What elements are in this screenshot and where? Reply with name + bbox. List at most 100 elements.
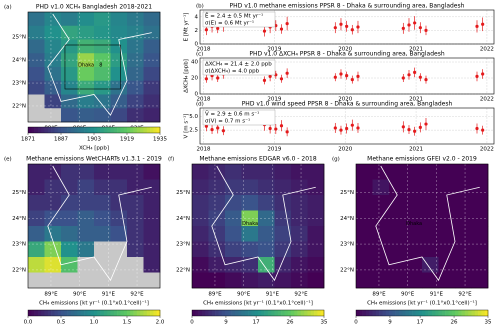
colorbar-tick-label: 1903 bbox=[87, 137, 101, 143]
stats-text: V̄ = 2.9 ± 0.6 m s⁻¹ bbox=[205, 110, 259, 117]
data-point bbox=[345, 126, 349, 131]
colorbar-segment bbox=[451, 310, 456, 316]
panel-label: (f) bbox=[168, 157, 174, 163]
map-cell bbox=[110, 53, 128, 68]
map-cell bbox=[208, 164, 226, 180]
data-point bbox=[285, 71, 289, 75]
colorbar-segment bbox=[103, 310, 108, 316]
map-cell bbox=[208, 226, 226, 242]
map-cell bbox=[94, 195, 111, 211]
map-cell bbox=[241, 226, 259, 242]
map-cell bbox=[291, 226, 308, 242]
x-tick-label: 2022 bbox=[480, 47, 494, 53]
colorbar-segment bbox=[123, 310, 128, 316]
map-cell bbox=[258, 164, 275, 180]
map-cell bbox=[307, 241, 325, 258]
data-point bbox=[339, 128, 343, 132]
map-cell bbox=[28, 241, 45, 258]
map-cell bbox=[208, 272, 226, 289]
map-cell bbox=[192, 179, 209, 196]
colorbar-label: CH₄ emissions [kt yr⁻¹ (0.1°x0.1°cell)⁻¹… bbox=[39, 300, 149, 307]
map-cell bbox=[77, 12, 95, 27]
map-cell bbox=[110, 195, 128, 211]
map-cell bbox=[389, 164, 406, 180]
colorbar-segment bbox=[150, 127, 154, 133]
map-cell bbox=[471, 164, 489, 180]
data-point bbox=[216, 76, 220, 80]
map-cell bbox=[127, 94, 144, 109]
map-cell bbox=[389, 179, 406, 196]
colorbar-segment bbox=[379, 310, 383, 316]
map-cell bbox=[405, 241, 423, 258]
data-point bbox=[413, 21, 417, 25]
map-cell bbox=[258, 210, 275, 227]
colorbar-segment bbox=[140, 310, 144, 316]
map-cell bbox=[61, 12, 78, 27]
colorbar-segment bbox=[201, 310, 206, 316]
map-cell bbox=[28, 80, 45, 95]
colorbar-tick-label: 1871 bbox=[21, 137, 35, 143]
map-cell bbox=[208, 241, 226, 258]
map-cell bbox=[372, 272, 390, 289]
colorbar-segment bbox=[304, 310, 308, 316]
map-cell bbox=[143, 53, 161, 68]
map-cell bbox=[110, 272, 128, 289]
map-cell bbox=[110, 108, 128, 123]
map-cell bbox=[110, 25, 128, 40]
map-cell bbox=[94, 164, 111, 180]
colorbar-segment bbox=[77, 127, 82, 133]
x-tick-label: 2018 bbox=[197, 97, 211, 103]
colorbar-segment bbox=[90, 310, 95, 316]
map-cell bbox=[258, 179, 275, 196]
colorbar-segment bbox=[61, 127, 65, 133]
map-cell bbox=[28, 12, 45, 27]
map-cell bbox=[127, 241, 144, 258]
map-cell bbox=[44, 241, 62, 258]
border-outline bbox=[211, 165, 316, 282]
x-tick-label: 2022 bbox=[480, 97, 494, 103]
map-cell bbox=[127, 80, 144, 95]
colorbar-tick-label: 26 bbox=[287, 320, 294, 326]
data-point bbox=[418, 75, 422, 79]
data-point bbox=[204, 124, 208, 128]
map-cell bbox=[356, 195, 373, 211]
data-point bbox=[418, 125, 422, 129]
colorbar-segment bbox=[64, 310, 68, 316]
map-cell bbox=[127, 164, 144, 180]
map-cell bbox=[192, 195, 209, 211]
map-cell bbox=[274, 195, 292, 211]
map-cell bbox=[143, 25, 161, 40]
colorbar-segment bbox=[405, 310, 410, 316]
map-cell bbox=[389, 226, 406, 242]
map-cell bbox=[28, 94, 45, 109]
y-tick-label: 24°N bbox=[340, 216, 354, 222]
map-cell bbox=[143, 210, 161, 227]
data-point bbox=[333, 75, 337, 79]
map-cell bbox=[110, 257, 128, 273]
colorbar-segment bbox=[418, 310, 423, 316]
map-cell bbox=[77, 94, 95, 109]
colorbar-segment bbox=[156, 310, 161, 316]
colorbar-segment bbox=[133, 127, 138, 133]
colorbar-segment bbox=[74, 127, 78, 133]
y-tick-label: 24°N bbox=[176, 216, 190, 222]
border-outline bbox=[47, 13, 152, 116]
colorbar-segment bbox=[254, 310, 259, 316]
map-cell bbox=[127, 108, 144, 123]
x-tick-label: 2018 bbox=[197, 47, 211, 53]
y-tick-label: 24°N bbox=[12, 216, 26, 222]
colorbar-segment bbox=[34, 310, 39, 316]
map-cell bbox=[94, 12, 111, 27]
colorbar-tick-label: 2.0 bbox=[156, 320, 165, 326]
colorbar-segment bbox=[198, 310, 203, 316]
x-tick-label: 2021 bbox=[409, 47, 423, 53]
map-cell bbox=[405, 179, 423, 196]
colorbar-segment bbox=[117, 127, 121, 133]
data-point bbox=[350, 78, 354, 82]
x-tick-label: 89°E bbox=[372, 292, 386, 298]
map-cell bbox=[127, 25, 144, 40]
colorbar-segment bbox=[146, 310, 151, 316]
panel-label: (d) bbox=[196, 102, 204, 108]
colorbar-segment bbox=[438, 310, 443, 316]
map-cell bbox=[258, 226, 275, 242]
